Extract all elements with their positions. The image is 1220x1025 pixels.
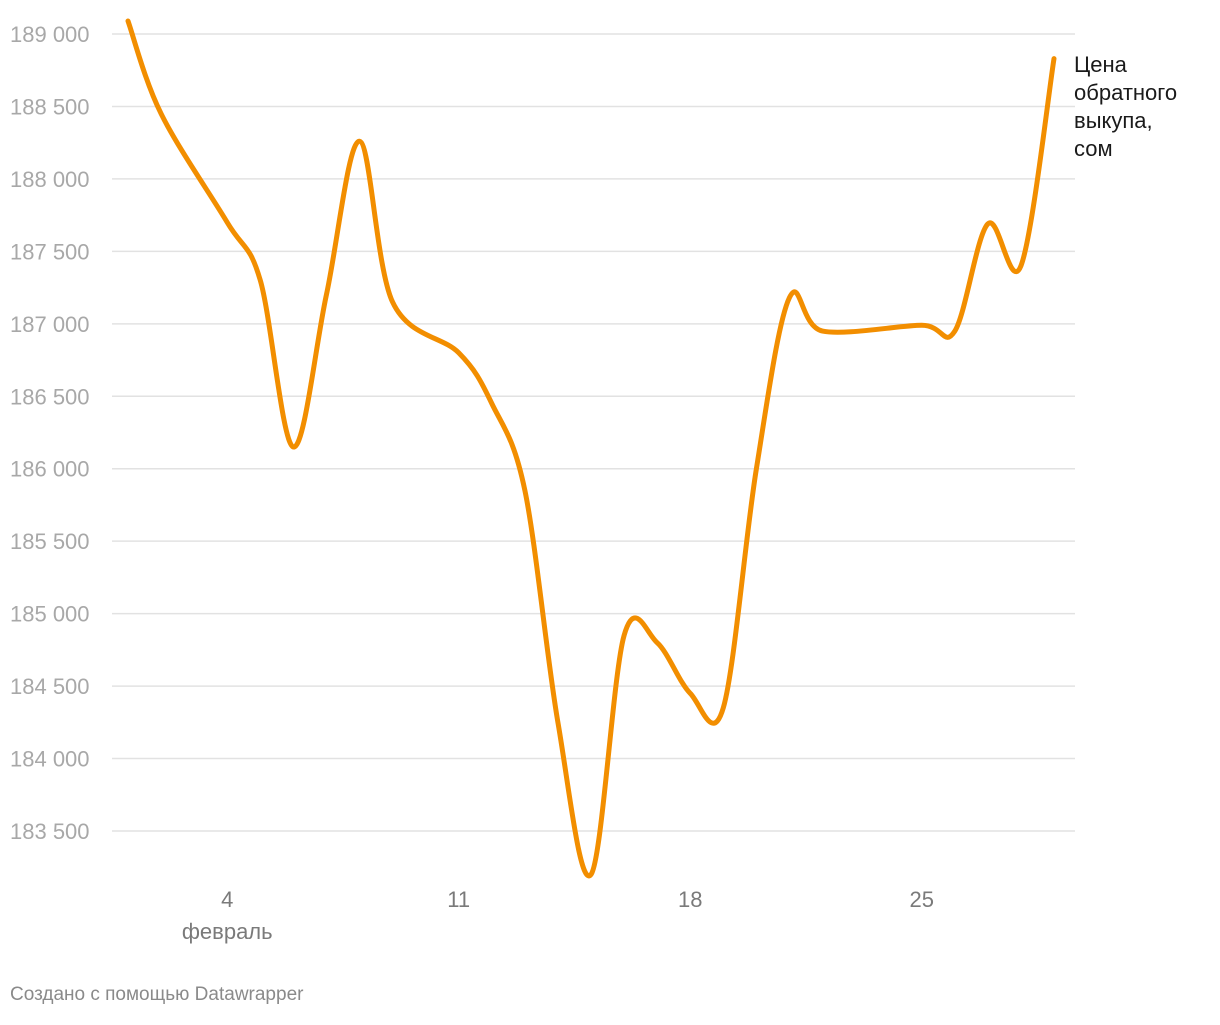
series-layer bbox=[125, 18, 1057, 879]
data-point bbox=[622, 633, 627, 638]
series-label-line: Цена bbox=[1074, 52, 1128, 77]
y-tick-label: 185 500 bbox=[10, 529, 90, 554]
data-point bbox=[291, 445, 296, 450]
data-point bbox=[1018, 263, 1023, 268]
x-tick-label: 4 bbox=[221, 887, 233, 912]
y-tick-label: 189 000 bbox=[10, 22, 90, 47]
gridlines bbox=[112, 33, 1075, 832]
data-point bbox=[589, 872, 594, 877]
x-tick-label: 18 bbox=[678, 887, 702, 912]
series-line bbox=[125, 18, 1057, 879]
data-point bbox=[522, 488, 527, 493]
x-tick-label: 25 bbox=[909, 887, 933, 912]
series-label-line: сом bbox=[1074, 136, 1113, 161]
y-tick-label: 183 500 bbox=[10, 819, 90, 844]
y-tick-label: 186 500 bbox=[10, 384, 90, 409]
data-point bbox=[787, 295, 792, 300]
y-tick-label: 186 000 bbox=[10, 457, 90, 482]
x-tick-label: 11 bbox=[447, 887, 470, 912]
x-axis-month-label: февраль bbox=[182, 919, 273, 944]
data-point bbox=[159, 111, 164, 116]
data-point bbox=[324, 292, 329, 297]
data-point bbox=[126, 19, 131, 24]
data-point bbox=[1052, 56, 1057, 61]
data-point bbox=[721, 705, 726, 710]
credit-text: Создано с помощью Datawrapper bbox=[10, 984, 304, 1005]
y-tick-label: 187 500 bbox=[10, 239, 90, 264]
data-point bbox=[390, 300, 395, 305]
y-tick-label: 188 500 bbox=[10, 94, 90, 119]
data-point bbox=[985, 221, 990, 226]
data-point bbox=[754, 466, 759, 471]
data-point bbox=[489, 401, 494, 406]
x-axis-ticks: 4 февраль 11 18 25 bbox=[182, 887, 934, 944]
data-point bbox=[555, 720, 560, 725]
data-point bbox=[688, 691, 693, 696]
data-point bbox=[258, 278, 263, 283]
data-point bbox=[357, 139, 362, 144]
data-point bbox=[655, 640, 660, 645]
data-point bbox=[225, 220, 230, 225]
data-point bbox=[820, 329, 825, 334]
y-axis-ticks: 189 000 188 500 188 000 187 500 187 000 186 5… bbox=[10, 22, 90, 844]
y-tick-label: 188 000 bbox=[10, 167, 90, 192]
y-tick-label: 187 000 bbox=[10, 312, 90, 337]
y-tick-label: 185 000 bbox=[10, 602, 90, 627]
series-label-group: Цена обратного выкупа, сом bbox=[1074, 52, 1177, 161]
series-label-line: выкупа, bbox=[1074, 108, 1153, 133]
y-tick-label: 184 500 bbox=[10, 674, 90, 699]
series-label-line: обратного bbox=[1074, 80, 1177, 105]
y-tick-label: 184 000 bbox=[10, 747, 90, 772]
data-point bbox=[456, 350, 461, 355]
data-point bbox=[919, 323, 924, 328]
data-point bbox=[952, 329, 957, 334]
